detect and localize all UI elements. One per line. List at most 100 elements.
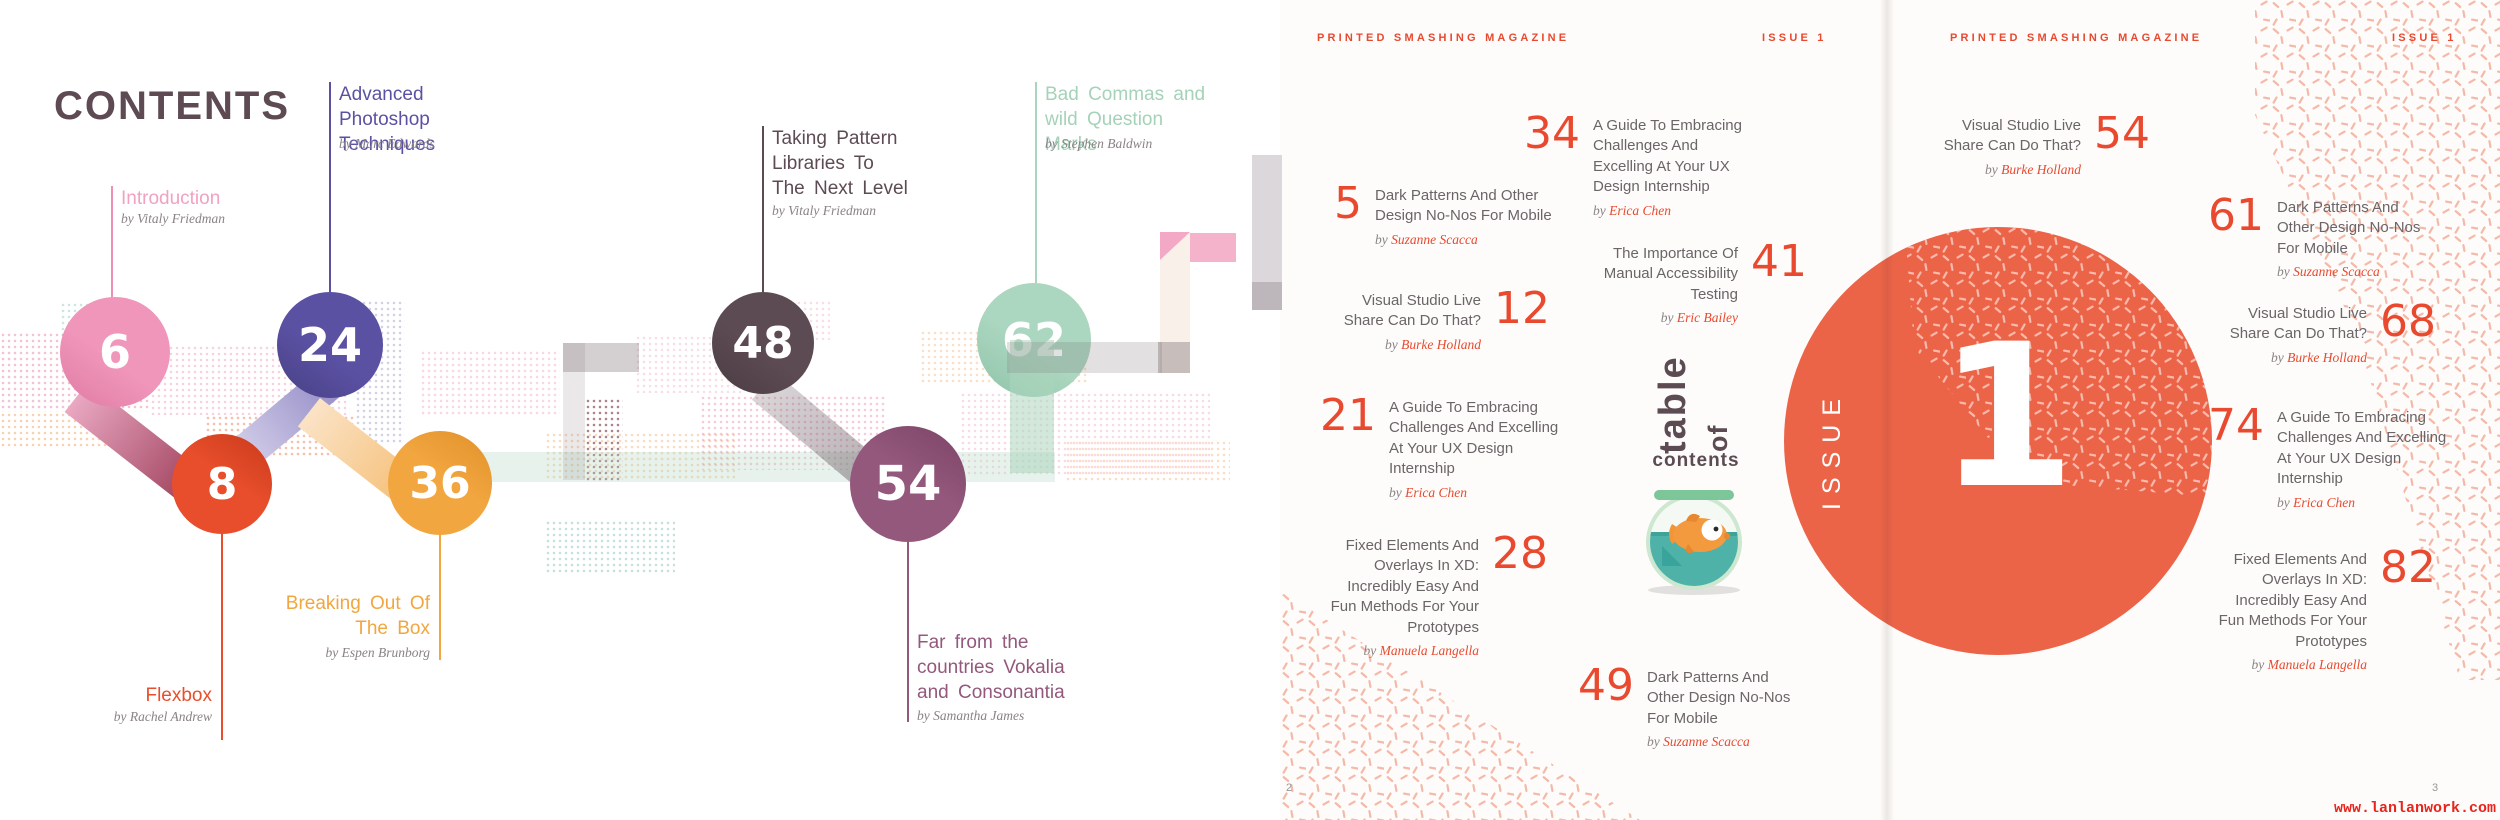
page-number-circle: 54 — [850, 426, 966, 542]
by-label: by — [1385, 336, 1398, 352]
ribbon-decoration — [1007, 342, 1162, 373]
by-label: by — [1985, 161, 1998, 177]
entry-page-number: 54 — [2094, 108, 2150, 159]
by-label: by — [2271, 349, 2284, 365]
item-title: Flexbox — [145, 685, 212, 706]
by-label: by — [1647, 734, 1660, 750]
entry-author: by Suzanne Scacca — [1647, 734, 1809, 750]
circle-number: 48 — [732, 317, 794, 369]
circle-number: 36 — [409, 457, 471, 509]
circle-number: 54 — [874, 456, 942, 512]
item-author: by Samantha James — [917, 708, 1025, 723]
author-name: Erica Chen — [1609, 202, 1671, 218]
entry-author: by Burke Holland — [1330, 337, 1481, 353]
ribbon-decoration — [1010, 340, 1054, 473]
by-label: by — [2251, 656, 2265, 672]
ribbon-fold-decoration — [1160, 232, 1190, 260]
item-title: Far from the countries Vokalia and Conso… — [917, 632, 1065, 703]
entry-author: by Manuela Langella — [2216, 656, 2368, 673]
by-label: by — [1389, 484, 1402, 500]
page-number: 2 — [1286, 782, 1293, 794]
entry-page-number: 34 — [1524, 108, 1580, 159]
connector-line — [111, 186, 113, 298]
page-number-circle: 48 — [712, 292, 814, 394]
entry-title: Dark Patterns And Other Design No-Nos Fo… — [2277, 199, 2421, 257]
entry-page-number: 74 — [2208, 400, 2264, 451]
item-author: by Vitaly Friedman — [121, 211, 225, 226]
entry-author: by Burke Holland — [1931, 162, 2081, 178]
circle-number: 6 — [98, 325, 131, 379]
entry-page-number: 82 — [2380, 542, 2436, 593]
ribbon-decoration — [470, 452, 1055, 482]
ribbon-fold-decoration — [1252, 282, 1282, 310]
entry-title: Visual Studio Live Share Can Do That? — [1943, 117, 2081, 155]
halftone-dots — [1065, 440, 1230, 482]
entry-author: by Burke Holland — [2216, 350, 2367, 366]
entry-page-number: 68 — [2380, 296, 2436, 347]
confetti-decoration — [2255, 0, 2500, 680]
author-name: Suzanne Scacca — [1663, 734, 1750, 750]
toc-entry: 5 Dark Patterns And Other Design No-Nos … — [1334, 182, 1553, 248]
entry-title: A Guide To Embracing Challenges And Exce… — [1389, 399, 1559, 478]
ribbon-decoration — [1190, 233, 1236, 262]
by-label: by — [1660, 310, 1674, 326]
ribbon-decoration — [563, 343, 585, 480]
by-label: by — [2277, 264, 2290, 280]
halftone-dots — [585, 398, 623, 482]
entry-author: by Erica Chen — [1593, 203, 1745, 219]
entry-title: Dark Patterns And Other Design No-Nos Fo… — [1375, 187, 1552, 225]
toc-entry: The Importance Of Manual Accessibility T… — [1585, 236, 1807, 326]
connector-line — [221, 534, 223, 740]
by-label: by — [1593, 202, 1606, 218]
page-number-circle: 36 — [388, 431, 492, 535]
author-name: Erica Chen — [1405, 484, 1467, 500]
circle-number: 8 — [206, 458, 238, 510]
entry-page-number: 21 — [1320, 390, 1376, 441]
magazine-brand-left: PRINTED SMASHING MAGAZINE — [1317, 32, 1570, 44]
toc-entry: 49 Dark Patterns And Other Design No-Nos… — [1578, 660, 1809, 750]
item-author: by Rachel Andrew — [113, 709, 212, 724]
toc-entry: Visual Studio Live Share Can Do That? by… — [1930, 108, 2150, 178]
ribbon-decoration — [563, 343, 639, 372]
entry-page-number: 12 — [1494, 283, 1550, 334]
author-name: Suzanne Scacca — [2293, 264, 2380, 280]
issue-big-number: 1 — [1938, 301, 2076, 532]
goldfish-icon — [1669, 513, 1731, 553]
connector-line — [1035, 82, 1037, 283]
issue-header-left: ISSUE 1 — [1762, 32, 1827, 44]
entry-author: by Erica Chen — [2277, 495, 2447, 511]
toc-entry: Fixed Elements And Overlays In XD: Incre… — [1328, 532, 1548, 659]
author-name: Eric Bailey — [1676, 310, 1738, 326]
by-label: by — [2277, 494, 2290, 510]
item-author: by Espen Brunborg — [325, 645, 431, 660]
fishbowl-illustration — [1646, 490, 1742, 595]
toc-label-of: of — [1703, 424, 1733, 452]
connector-line — [329, 82, 331, 292]
author-name: Manuela Langella — [2267, 656, 2367, 672]
contents-infographic-panel: CONTENTS Introduction by Vitaly Friedman… — [0, 82, 1282, 740]
toc-entry: Visual Studio Live Share Can Do That? by… — [2216, 296, 2436, 366]
entry-title: Dark Patterns And Other Design No-Nos Fo… — [1647, 669, 1791, 727]
ribbon-decoration — [1158, 342, 1190, 373]
toc-entry: 61 Dark Patterns And Other Design No-Nos… — [2208, 193, 2437, 280]
entry-title: Fixed Elements And Overlays In XD: Incre… — [1330, 537, 1479, 636]
page-fold-gutter — [1880, 0, 1894, 820]
item-title: Bad Commas and wild Question Marks — [1045, 84, 1206, 155]
item-title: Introduction — [121, 188, 221, 209]
entry-title: Visual Studio Live Share Can Do That? — [2229, 305, 2367, 343]
halftone-dots — [545, 520, 675, 575]
author-name: Burke Holland — [2287, 349, 2367, 365]
entry-title: A Guide To Embracing Challenges And Exce… — [1593, 117, 1742, 196]
entry-page-number: 49 — [1578, 660, 1634, 711]
issue-number-circle — [1784, 227, 2212, 655]
page-number-circle: 8 — [172, 434, 272, 534]
toc-entry: 34 A Guide To Embracing Challenges And E… — [1524, 108, 1745, 219]
entry-page-number: 41 — [1751, 236, 1807, 287]
magazine-brand-right: PRINTED SMASHING MAGAZINE — [1950, 32, 2203, 44]
toc-label-table: table — [1652, 355, 1694, 454]
item-title: Taking Pattern Libraries To The Next Lev… — [772, 128, 908, 199]
entry-author: by Eric Bailey — [1585, 310, 1738, 326]
toc-entry: 74 A Guide To Embracing Challenges And E… — [2208, 400, 2447, 511]
connector-line — [907, 542, 909, 722]
